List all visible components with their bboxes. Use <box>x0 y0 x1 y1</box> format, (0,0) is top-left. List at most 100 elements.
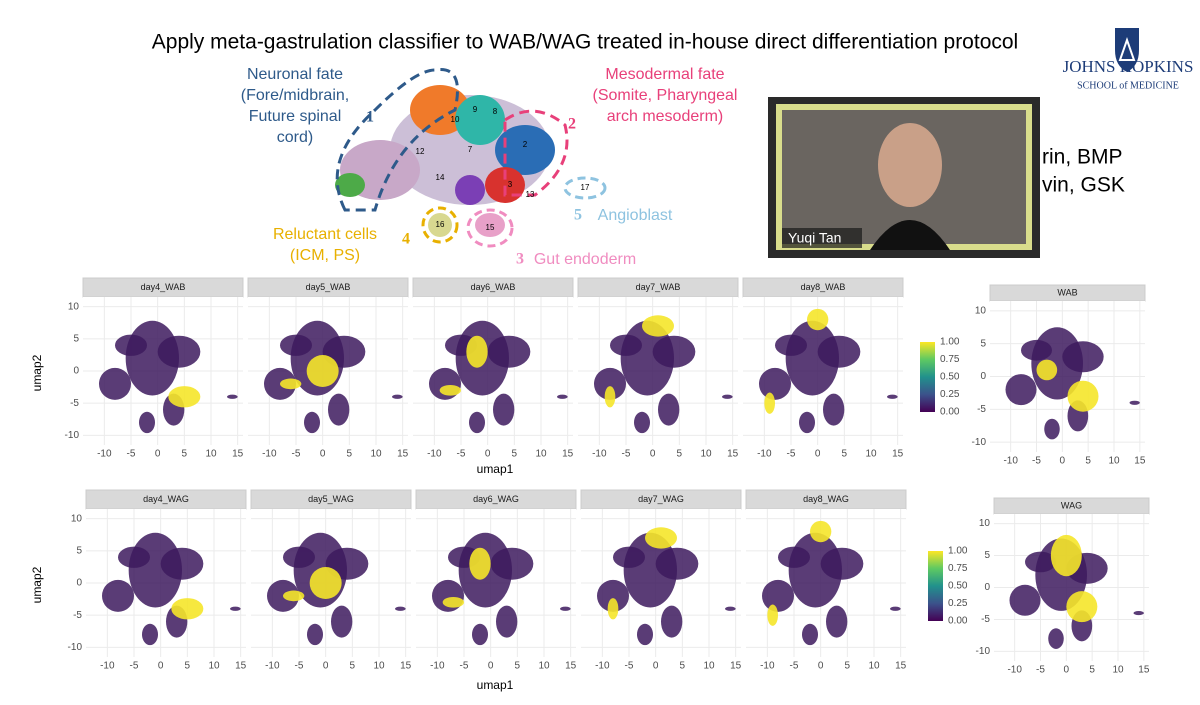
cluster-label: 13 <box>526 190 535 199</box>
colorbar-label: 0.00 <box>948 616 968 627</box>
logo-line1: JOHNS HOPKINS <box>1063 57 1194 76</box>
high-score-cells <box>306 355 339 387</box>
cell-cloud <box>230 606 241 611</box>
cell-cloud <box>1021 339 1052 361</box>
cell-cloud <box>1044 418 1060 440</box>
cell-cloud <box>139 411 155 434</box>
y-tick-label: -10 <box>976 646 991 657</box>
cell-cloud <box>328 393 350 426</box>
x-tick-label: -10 <box>757 449 772 460</box>
umap-diagram <box>335 68 607 248</box>
cell-cloud <box>722 394 733 399</box>
facet-label: day8_WAB <box>801 282 846 292</box>
x-tick-label: 10 <box>205 449 217 460</box>
colorbar-label: 0.75 <box>940 354 960 365</box>
y-tick-label: -5 <box>73 610 82 621</box>
cell-cloud <box>283 546 315 568</box>
cell-cloud <box>1062 341 1104 373</box>
video-overlay: Yuqi Tan <box>768 97 1040 258</box>
x-tick-label: -10 <box>427 449 442 460</box>
cell-cloud <box>469 411 485 434</box>
annotation-text: (Fore/midbrain, <box>241 87 349 104</box>
cell-cloud <box>817 335 861 368</box>
y-tick-label: 10 <box>979 518 991 529</box>
cluster-label: 10 <box>451 115 460 124</box>
cell-cloud <box>1025 551 1056 573</box>
x-tick-label: 10 <box>208 661 220 672</box>
cell-cloud <box>597 579 629 612</box>
slide-title: Apply meta-gastrulation classifier to WA… <box>152 31 1018 54</box>
cell-cloud <box>658 393 680 426</box>
colorbar-label: 0.50 <box>940 372 960 383</box>
high-score-cells <box>283 590 305 602</box>
umap-region <box>455 95 505 145</box>
x-tick-label: 10 <box>868 661 880 672</box>
x-tick-label: -10 <box>592 449 607 460</box>
x-tick-label: 15 <box>397 449 409 460</box>
x-tick-label: 0 <box>155 449 161 460</box>
y-tick-label: 10 <box>71 513 83 524</box>
high-score-cells <box>645 527 677 549</box>
x-tick-label: 10 <box>535 449 547 460</box>
x-tick-label: 15 <box>727 449 739 460</box>
x-tick-label: 5 <box>1089 665 1095 676</box>
cell-cloud <box>823 393 845 426</box>
cell-cloud <box>280 334 312 356</box>
x-tick-label: 5 <box>842 449 848 460</box>
x-tick-label: -5 <box>295 661 304 672</box>
facet-label: day5_WAG <box>308 494 354 504</box>
cell-cloud <box>1048 628 1064 649</box>
cell-cloud <box>102 579 134 612</box>
cell-cloud <box>655 547 699 580</box>
x-axis-label: umap1 <box>477 678 514 692</box>
cell-cloud <box>890 606 901 611</box>
x-tick-label: 10 <box>700 449 712 460</box>
y-tick-label: 5 <box>984 550 990 561</box>
cell-cloud <box>432 579 464 612</box>
x-tick-label: 0 <box>485 449 491 460</box>
annotation-text: Mesodermal fate <box>605 66 724 83</box>
x-tick-label: -10 <box>100 661 115 672</box>
x-tick-label: 0 <box>815 449 821 460</box>
cell-cloud <box>392 394 403 399</box>
cell-cloud <box>652 335 696 368</box>
umap-region <box>410 85 470 135</box>
high-score-cells <box>280 378 302 390</box>
cell-cloud <box>1009 584 1041 616</box>
x-tick-label: -5 <box>787 449 796 460</box>
x-axis-label: umap1 <box>477 462 514 476</box>
colorbar-label: 0.25 <box>940 389 960 400</box>
annotation-text: Angioblast <box>598 207 673 224</box>
colorbar-label: 0.75 <box>948 563 968 574</box>
cell-cloud <box>610 334 642 356</box>
x-tick-label: -5 <box>127 449 136 460</box>
cell-cloud <box>142 623 158 646</box>
annotation-text: arch mesoderm) <box>607 108 723 125</box>
cell-cloud <box>637 623 653 646</box>
x-tick-label: 10 <box>370 449 382 460</box>
colorbar-label: 0.25 <box>948 598 968 609</box>
y-tick-label: 0 <box>984 582 990 593</box>
cell-cloud <box>496 605 518 638</box>
x-tick-label: 5 <box>515 661 521 672</box>
x-tick-label: -5 <box>622 449 631 460</box>
cell-cloud <box>1133 610 1144 616</box>
participant-name: Yuqi Tan <box>788 230 841 246</box>
cluster-label: 12 <box>416 147 425 156</box>
x-tick-label: -10 <box>595 661 610 672</box>
cell-cloud <box>118 546 150 568</box>
colorbar-label: 0.50 <box>948 581 968 592</box>
high-score-cells <box>604 386 616 408</box>
high-score-cells <box>1066 591 1098 623</box>
y-tick-label: 10 <box>975 305 987 316</box>
y-tick-label: -10 <box>65 430 80 441</box>
annotation-text: Gut endoderm <box>534 251 636 268</box>
umap-region <box>335 173 365 197</box>
x-tick-label: 15 <box>400 661 412 672</box>
x-tick-label: 0 <box>653 661 659 672</box>
x-tick-label: -10 <box>1007 665 1022 676</box>
annotation-text: cord) <box>277 129 313 146</box>
y-tick-label: 0 <box>73 366 79 377</box>
y-tick-label: -5 <box>70 398 79 409</box>
high-score-cells <box>607 598 619 620</box>
